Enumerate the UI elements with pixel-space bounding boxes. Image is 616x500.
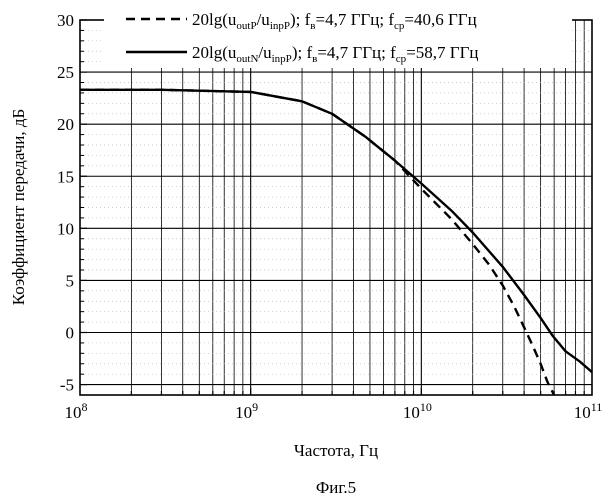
y-tick-label: -5 xyxy=(60,376,74,395)
y-tick-label: 5 xyxy=(66,271,75,290)
y-axis-title: Коэффициент передачи, дБ xyxy=(9,109,28,305)
x-axis-title: Частота, Гц xyxy=(294,441,378,460)
y-tick-label: 20 xyxy=(57,115,74,134)
background xyxy=(0,0,616,500)
y-tick-label: 30 xyxy=(57,11,74,30)
y-tick-label: 25 xyxy=(57,63,74,82)
y-tick-label: 0 xyxy=(66,324,75,343)
legend-entry-dashed: 20lg(uoutP/uinpP); fв=4,7 ГГц; fср=40,6 … xyxy=(192,10,477,32)
y-tick-label: 10 xyxy=(57,219,74,238)
legend: 20lg(uoutP/uinpP); fв=4,7 ГГц; fср=40,6 … xyxy=(104,2,572,68)
y-tick-label: 15 xyxy=(57,167,74,186)
chart: 10810910101011 302520151050-5 20lg(uoutP… xyxy=(0,0,616,500)
legend-entry-solid: 20lg(uoutN/uinpP); fв=4,7 ГГц; fср=58,7 … xyxy=(192,43,479,65)
figure-caption: Фиг.5 xyxy=(316,478,356,497)
